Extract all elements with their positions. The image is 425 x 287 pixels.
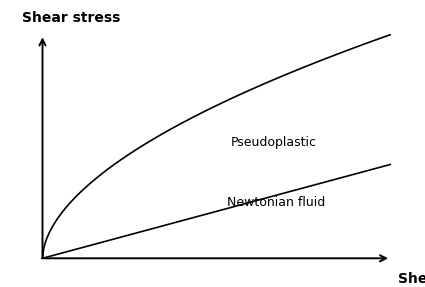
Text: Newtonian fluid: Newtonian fluid (227, 196, 326, 209)
Text: Shear rate: Shear rate (398, 272, 425, 286)
Text: Pseudoplastic: Pseudoplastic (231, 136, 317, 149)
Text: Shear stress: Shear stress (22, 11, 120, 26)
